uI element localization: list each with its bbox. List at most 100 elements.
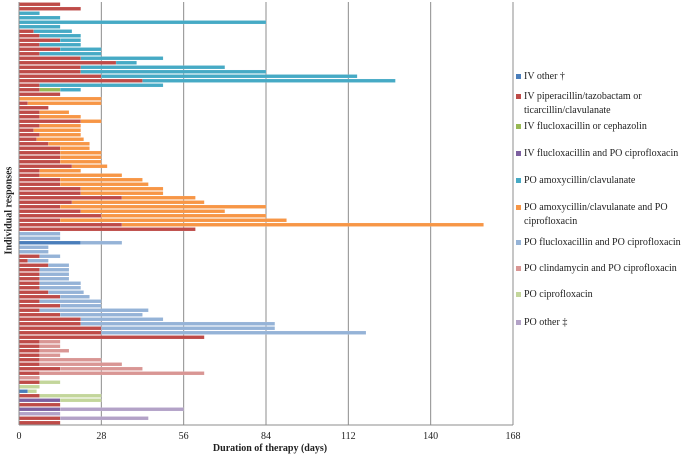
bar-segment-po_amox <box>39 51 102 56</box>
legend-swatch <box>516 320 521 325</box>
bar-segment-iv_pip <box>18 74 102 79</box>
bar-segment-po_clinda_cipro <box>39 353 61 358</box>
legend-swatch <box>516 240 521 245</box>
bar-segment-iv_pip <box>18 402 61 407</box>
bar-segment-po_clinda_cipro <box>39 357 102 362</box>
legend-swatch <box>516 292 521 297</box>
bar-segment-iv_pip <box>18 362 40 367</box>
bar-segment-po_clinda_cipro <box>39 348 70 353</box>
bar-segment-iv_pip <box>18 218 61 223</box>
bar-segment-iv_pip <box>18 38 61 43</box>
bar-segment-iv_pip <box>18 141 49 146</box>
x-tick-label: 140 <box>423 431 438 442</box>
bar-segment-po_fluclox_cipro <box>101 326 275 331</box>
bar-segment-iv_fluclox_cipro <box>18 398 61 403</box>
bar-segment-iv_pip <box>18 177 61 182</box>
bar-segment-po_amox_cipro <box>39 173 123 178</box>
legend-item: IV other † <box>516 70 565 84</box>
legend-label: PO other ‡ <box>524 317 568 328</box>
bar-segment-po_amox_cipro <box>39 123 81 128</box>
bar-segment-iv_pip <box>18 150 61 155</box>
bar-segment-po_amox_cipro <box>71 200 205 205</box>
bar-segment-po_fluclox_cipro <box>39 254 61 259</box>
bar-segment-iv_pip <box>18 200 73 205</box>
bar-segment-po_amox <box>39 83 164 88</box>
bar-segment-iv_pip <box>18 6 81 11</box>
bar-segment-po_amox <box>80 65 225 70</box>
bar-segment-po_amox_cipro <box>121 222 484 227</box>
legend-item: PO ciprofloxacin <box>516 288 593 302</box>
bar-segment-po_cipro <box>60 398 102 403</box>
bar-segment-po_amox_cipro <box>80 119 102 124</box>
bar-segment-po_fluclox_cipro <box>80 321 275 326</box>
bar-segment-iv_pip <box>18 83 40 88</box>
bar-segment-iv_pip <box>18 321 81 326</box>
bar-segment-iv_pip <box>18 285 40 290</box>
x-tick-label: 56 <box>179 431 189 442</box>
bar-segment-iv_pip <box>18 371 40 376</box>
legend-swatch <box>516 205 521 210</box>
bar-segment-po_amox <box>18 11 40 16</box>
bar-segment-iv_pip <box>18 168 40 173</box>
bar-segment-iv_pip <box>18 317 81 322</box>
bar-segment-po_amox_cipro <box>39 132 81 137</box>
legend-item: PO amoxycillin/clavulanate <box>516 174 635 188</box>
bar-segment-po_amox <box>39 33 81 38</box>
bar-segment-po_fluclox_cipro <box>39 267 70 272</box>
bar-segment-po_fluclox_cipro <box>18 236 61 241</box>
bar-segment-iv_pip <box>18 416 61 421</box>
bar-segment-iv_pip <box>18 263 49 268</box>
bar-segment-iv_pip <box>18 182 61 187</box>
bar-segment-po_fluclox_cipro <box>80 240 123 245</box>
x-tick-label: 112 <box>341 431 356 442</box>
legend-swatch <box>516 178 521 183</box>
bar-segment-iv_pip <box>18 132 40 137</box>
bar-segment-iv_pip <box>18 191 81 196</box>
bar-segment-iv_pip <box>18 114 40 119</box>
legend-label: IV flucloxacillin or cephazolin <box>524 121 647 132</box>
bar-segment-iv_pip <box>18 159 61 164</box>
bar-segment-iv_pip <box>18 380 40 385</box>
bar-segment-iv_other <box>18 389 28 394</box>
bar-segment-po_clinda_cipro <box>39 362 123 367</box>
bar-segment-po_clinda_cipro <box>39 339 61 344</box>
bar-segment-po_fluclox_cipro <box>39 276 70 281</box>
bar-segment-po_amox_cipro <box>48 141 90 146</box>
bar-segment-po_amox_cipro <box>80 191 164 196</box>
legend-label: IV piperacillin/tazobactam or ticarcilli… <box>524 91 642 116</box>
legend-item: PO clindamycin and PO ciprofloxacin <box>516 262 677 276</box>
bar-segment-iv_pip <box>18 299 40 304</box>
bar-segment-po_fluclox_cipro <box>48 290 84 295</box>
bar-segment-po_clinda_cipro <box>39 371 205 376</box>
x-axis-label: Duration of therapy (days) <box>212 443 328 454</box>
bar-segment-po_fluclox_cipro <box>60 294 90 299</box>
bar-segment-iv_pip <box>18 254 40 259</box>
bar-segment-iv_pip <box>18 267 40 272</box>
legend-swatch <box>516 266 521 271</box>
bar-segment-po_amox <box>39 42 81 47</box>
bar-segment-po_amox <box>80 56 164 61</box>
legend-item: PO amoxycillin/clavulanate and PO ciprof… <box>516 201 684 229</box>
bar-segment-po_fluclox_cipro <box>18 245 49 250</box>
bar-segment-po_amox <box>18 24 61 29</box>
bar-segment-iv_pip <box>18 164 73 169</box>
bar-segment-iv_pip <box>18 393 40 398</box>
bar-segment-iv_other <box>18 240 81 245</box>
bar-segment-po_amox_cipro <box>27 101 102 106</box>
bar-segment-po_amox_cipro <box>18 96 102 101</box>
bar-segment-iv_pip <box>18 204 61 209</box>
bar-segment-iv_pip <box>18 281 40 286</box>
bar-segment-po_amox_cipro <box>60 150 102 155</box>
bar-segment-iv_pip <box>18 105 49 110</box>
bar-segment-iv_pip <box>18 209 81 214</box>
bar-segment-iv_pip <box>18 29 34 34</box>
bar-segment-po_fluclox_cipro <box>60 303 102 308</box>
bar-segment-iv_pip <box>18 33 40 38</box>
legend-item: IV flucloxacillin and PO ciprofloxacin <box>516 147 678 161</box>
bar-segment-po_amox_cipro <box>39 110 70 115</box>
legend-swatch <box>516 151 521 156</box>
bar-segment-iv_pip <box>18 65 81 70</box>
bar-segment-iv_pip <box>18 344 40 349</box>
bar-segment-iv_pip <box>18 326 102 331</box>
bar-segment-po_amox_cipro <box>39 168 81 173</box>
